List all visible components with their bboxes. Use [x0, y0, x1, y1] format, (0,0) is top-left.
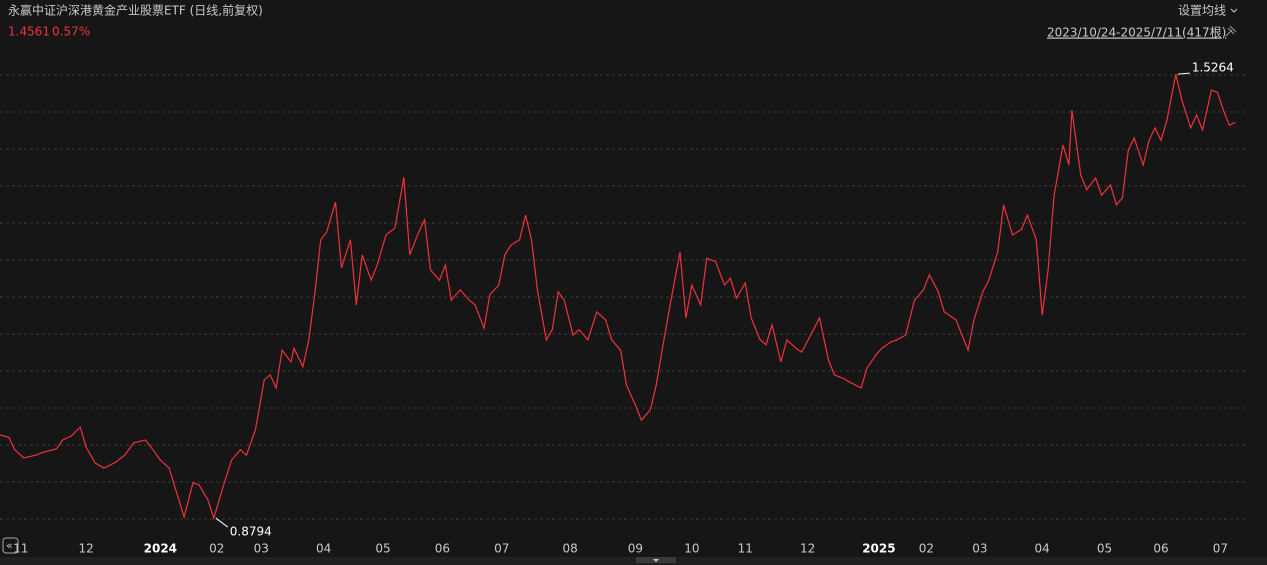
annotation-label: 0.8794 — [230, 525, 272, 539]
settings-button[interactable]: 设置均线 — [1178, 4, 1226, 18]
change: 0.57% — [52, 25, 90, 39]
x-tick-label: 04 — [316, 542, 331, 556]
annotation-arrow — [1177, 72, 1190, 75]
x-tick-label: 07 — [494, 542, 509, 556]
x-tick-label: 03 — [972, 542, 987, 556]
x-tick-label: 06 — [1153, 542, 1168, 556]
x-tick-label: 09 — [628, 542, 643, 556]
x-tick-label: 11 — [738, 542, 753, 556]
x-tick-label: 08 — [562, 542, 577, 556]
last-price: 1.4561 — [8, 25, 50, 39]
x-tick-label: 10 — [684, 542, 699, 556]
pin-icon[interactable] — [1225, 25, 1237, 37]
x-tick-label: 2025 — [862, 542, 895, 556]
x-tick-label: 07 — [1213, 542, 1228, 556]
date-range[interactable]: 2023/10/24-2025/7/11(417根) — [1047, 26, 1226, 40]
dropdown-icon — [1230, 8, 1238, 13]
x-tick-label: 05 — [1097, 542, 1112, 556]
x-tick-label: 11 — [13, 542, 28, 556]
x-tick-label: 12 — [800, 542, 815, 556]
x-tick-label: 05 — [375, 542, 390, 556]
x-tick-label: 12 — [78, 542, 93, 556]
scroll-arrow — [653, 559, 659, 562]
scroll-track — [0, 557, 1267, 565]
x-tick-label: 02 — [209, 542, 224, 556]
x-tick-label: 06 — [435, 542, 450, 556]
x-tick-label: 2024 — [144, 542, 177, 556]
collapse-icon[interactable]: « — [6, 539, 13, 552]
collapse-button[interactable] — [2, 537, 19, 554]
grid — [0, 74, 1245, 520]
x-tick-label: 02 — [919, 542, 934, 556]
x-tick-label: 04 — [1035, 542, 1050, 556]
chart-title: 永赢中证沪深港黄金产业股票ETF (日线,前复权) — [8, 3, 263, 18]
price-line — [0, 73, 1236, 521]
annotation-arrow — [215, 517, 229, 528]
x-tick-label: 03 — [254, 542, 269, 556]
annotation-label: 1.5264 — [1192, 61, 1234, 75]
